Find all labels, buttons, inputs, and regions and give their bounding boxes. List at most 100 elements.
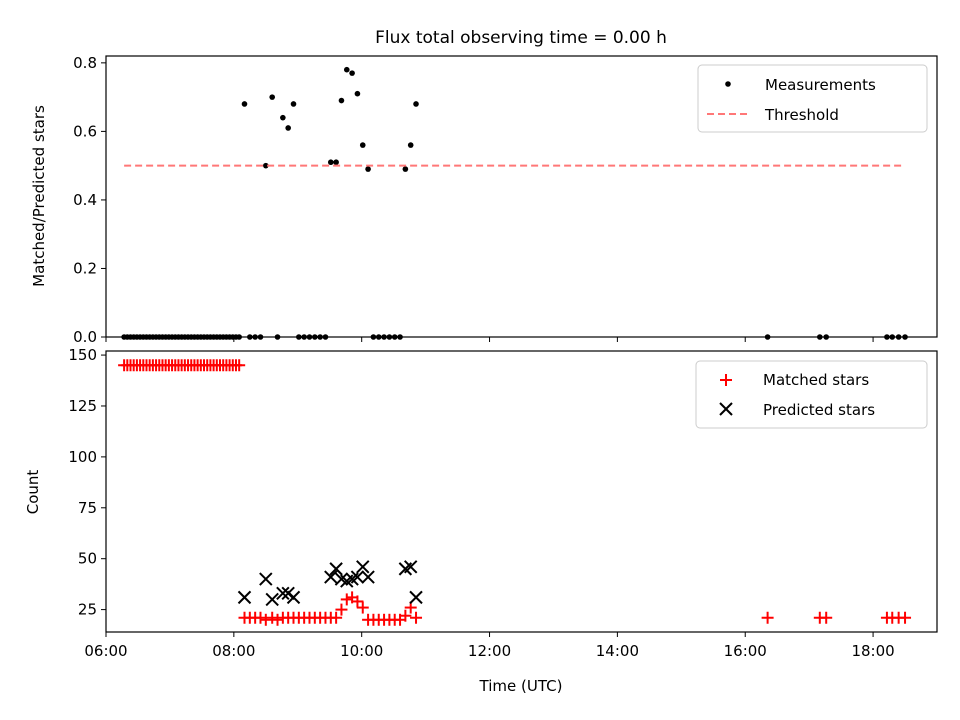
x-tick-label: 08:00	[212, 642, 255, 660]
top-panel: Matched/Predicted stars 0.00.20.40.60.8 …	[30, 54, 938, 346]
measurement-point	[397, 334, 403, 340]
measurement-point	[402, 166, 409, 172]
y-tick-label: 25	[78, 601, 97, 619]
bottom-legend-box	[695, 360, 928, 429]
measurement-point	[359, 142, 366, 148]
measurement-point	[285, 125, 291, 131]
y-tick-label: 0.0	[73, 328, 97, 346]
measurement-point	[236, 334, 242, 340]
measurement-point	[365, 166, 371, 172]
measurement-point	[413, 101, 419, 107]
bottom-marks	[118, 359, 912, 626]
bottom-x-axis-label: Time (UTC)	[479, 677, 563, 695]
predicted-star-point	[265, 592, 279, 607]
predicted-star-point	[324, 570, 338, 584]
predicted-star-point	[286, 590, 301, 605]
measurement-point	[241, 101, 248, 107]
matched-star-point	[761, 611, 774, 624]
measurement-point	[322, 334, 329, 340]
predicted-star-point	[237, 590, 252, 605]
top-y-axis-label: Matched/Predicted stars	[30, 105, 48, 287]
predicted-star-point	[276, 586, 290, 601]
measurement-point	[296, 334, 302, 340]
matched-star-point	[899, 611, 912, 624]
measurement-point	[889, 334, 896, 340]
measurement-point	[274, 334, 281, 340]
measurement-point	[391, 334, 398, 340]
measurement-point	[252, 334, 258, 340]
matched-star-point	[233, 359, 246, 372]
top-ticks: 0.0 0.2 0.4 0.6 0.8	[73, 54, 874, 346]
measurement-point	[263, 162, 269, 169]
measurement-point	[338, 97, 345, 104]
y-tick-label: 100	[68, 448, 97, 466]
bottom-legend: Matched stars Predicted stars	[695, 360, 928, 429]
measurement-point	[817, 334, 823, 340]
x-tick-label: 06:00	[84, 642, 127, 660]
y-tick-label: 50	[78, 550, 97, 568]
top-plot-frame	[105, 55, 938, 338]
matched-legend-marker	[720, 374, 732, 386]
x-tick-label: 10:00	[340, 642, 383, 660]
measurement-point	[381, 334, 387, 340]
matched-star-point	[335, 603, 348, 616]
predicted-star-point	[409, 590, 423, 605]
predicted-star-point	[350, 570, 365, 584]
top-marks	[121, 66, 908, 340]
measurement-point	[317, 334, 323, 340]
matched-star-point	[340, 593, 353, 606]
x-tick-label: 18:00	[851, 642, 894, 660]
measurement-point	[247, 334, 253, 340]
measurement-point	[349, 70, 355, 76]
measurement-point	[895, 334, 902, 340]
predicted-star-point	[356, 560, 370, 574]
bottom-plot-frame	[105, 350, 938, 633]
measurement-point	[884, 334, 890, 340]
matched-star-point	[410, 611, 423, 624]
measurements-legend-label: Measurements	[765, 76, 876, 94]
measurement-point	[375, 334, 382, 340]
measurement-point	[269, 94, 276, 100]
bottom-y-axis-label: Count	[24, 470, 42, 515]
bottom-panel: Count Time (UTC) 25 50 75 100 125 150 06:00 08:…	[24, 346, 938, 695]
matched-legend-label: Matched stars	[763, 371, 869, 389]
measurement-point	[902, 334, 908, 340]
measurement-point	[333, 159, 339, 166]
measurement-point	[257, 334, 264, 340]
measurement-point	[407, 142, 414, 148]
matched-star-point	[351, 595, 364, 608]
measurement-point	[312, 334, 318, 340]
chart-title: Flux total observing time = 0.00 h	[375, 28, 667, 48]
x-tick-label: 16:00	[724, 642, 767, 660]
measurement-point	[306, 334, 313, 340]
threshold-legend-label: Threshold	[764, 106, 839, 124]
matched-star-point	[254, 611, 267, 624]
measurement-point	[290, 101, 297, 107]
measurement-point	[370, 334, 377, 340]
measurement-point	[343, 66, 350, 73]
measurement-point	[354, 90, 361, 97]
predicted-star-point	[259, 572, 273, 586]
measurement-point	[301, 334, 307, 340]
y-tick-label: 150	[68, 346, 97, 364]
measurement-point	[386, 334, 393, 340]
predicted-star-point	[361, 570, 375, 584]
measurements-legend-marker	[725, 81, 731, 87]
y-tick-label: 0.2	[73, 259, 97, 277]
y-tick-label: 125	[68, 397, 97, 415]
predicted-legend-marker	[719, 402, 733, 416]
predicted-star-point	[329, 562, 343, 576]
top-legend: Measurements Threshold	[697, 64, 928, 133]
matched-star-point	[356, 601, 369, 614]
measurement-point	[327, 159, 334, 166]
y-tick-label: 0.8	[73, 54, 97, 72]
matched-star-point	[266, 611, 279, 624]
matched-star-point	[271, 613, 284, 626]
predicted-star-point	[403, 560, 418, 574]
measurement-point	[823, 334, 829, 340]
matched-star-point	[820, 611, 833, 624]
measurement-point	[764, 334, 771, 340]
bottom-ticks: 25 50 75 100 125 150 06:00 08:00 10:00 12:00 14:00…	[68, 346, 894, 660]
predicted-legend-label: Predicted stars	[763, 401, 875, 419]
matched-star-point	[330, 611, 343, 624]
